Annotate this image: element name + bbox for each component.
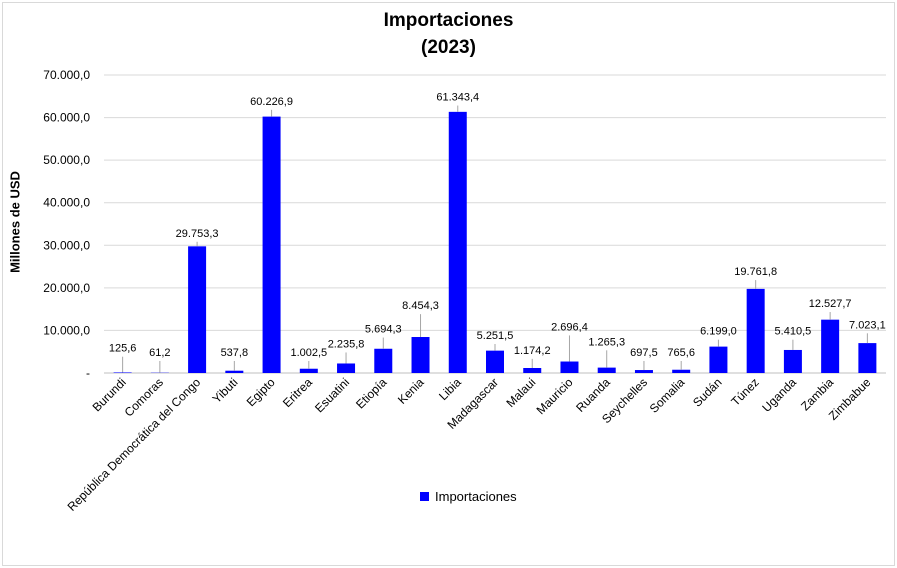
bar (560, 361, 579, 373)
data-label: 5.410,5 (775, 326, 812, 338)
bar (188, 246, 207, 373)
x-tick-label: Yibuti (210, 375, 241, 406)
x-tick-label: Sudán (690, 375, 724, 409)
y-tick-label: 10.000,0 (43, 323, 90, 337)
bar (672, 369, 691, 373)
y-tick-label: - (86, 366, 90, 380)
y-axis-ticks: - 10.000,0 20.000,0 30.000,0 40.000,0 50.000,… (43, 68, 90, 380)
data-label: 7.023,1 (849, 319, 886, 331)
legend-label: Importaciones (435, 489, 517, 504)
bar (374, 348, 393, 373)
bar (523, 368, 542, 373)
x-tick-label: Eritrea (280, 375, 315, 410)
bar (597, 367, 616, 373)
data-label: 5.694,3 (365, 324, 402, 336)
data-label: 61.343,4 (436, 92, 479, 104)
data-label: 19.761,8 (734, 266, 777, 278)
x-tick-label: Uganda (759, 375, 799, 415)
data-label: 5.251,5 (477, 330, 514, 342)
data-label: 2.696,4 (551, 321, 588, 333)
x-tick-label: Túnez (728, 375, 761, 408)
bar (634, 370, 653, 373)
data-label: 8.454,3 (402, 300, 439, 312)
bar (113, 372, 132, 373)
data-label: 2.235,8 (328, 338, 365, 350)
data-label: 697,5 (630, 347, 658, 359)
y-tick-label: 40.000,0 (43, 196, 90, 210)
data-label: 1.265,3 (588, 336, 625, 348)
x-tick-label: Kenia (395, 375, 427, 407)
bar (486, 350, 504, 373)
legend: Importaciones (420, 489, 517, 504)
y-tick-label: 20.000,0 (43, 281, 90, 295)
bar (262, 116, 281, 374)
bar (821, 319, 840, 373)
bar (858, 343, 877, 373)
gridlines (104, 74, 886, 374)
y-tick-label: 50.000,0 (43, 153, 90, 167)
x-tick-label: Libia (436, 375, 464, 403)
y-tick-label: 70.000,0 (43, 68, 90, 82)
data-labels: 125,6 61,2 29.753,3 537,8 60.226,9 1.002,52.2… (109, 92, 886, 359)
x-tick-label: República Democrática del Congo (65, 375, 204, 514)
data-label: 1.174,2 (514, 345, 551, 357)
bar (225, 370, 244, 373)
bar (299, 368, 318, 373)
x-tick-label: Mauricio (534, 375, 576, 417)
x-tick-label: Etiopía (353, 375, 390, 412)
bar (448, 111, 467, 373)
bar (411, 337, 430, 373)
data-label: 61,2 (149, 347, 170, 359)
leader-lines (122, 105, 868, 373)
data-label: 765,6 (667, 347, 695, 359)
bar (746, 288, 765, 373)
data-label: 537,8 (221, 347, 249, 359)
chart-title: Importaciones (383, 10, 514, 31)
data-label: 29.753,3 (176, 228, 219, 240)
bar (783, 349, 802, 373)
chart-subtitle: (2023) (421, 37, 476, 58)
x-tick-label: Esuatini (312, 375, 352, 415)
data-label: 12.527,7 (809, 298, 852, 310)
y-tick-label: 30.000,0 (43, 238, 90, 252)
legend-swatch (420, 492, 429, 501)
data-label: 6.199,0 (700, 326, 737, 338)
x-tick-label: Somalia (647, 375, 688, 416)
bar (337, 363, 356, 373)
bar (709, 346, 728, 373)
data-label: 60.226,9 (250, 96, 293, 108)
data-label: 1.002,5 (290, 347, 327, 359)
data-label: 125,6 (109, 343, 137, 355)
bars (113, 111, 877, 374)
x-tick-label: Malaui (503, 375, 538, 410)
x-tick-label: Egipto (244, 375, 278, 409)
y-tick-label: 60.000,0 (43, 111, 90, 125)
